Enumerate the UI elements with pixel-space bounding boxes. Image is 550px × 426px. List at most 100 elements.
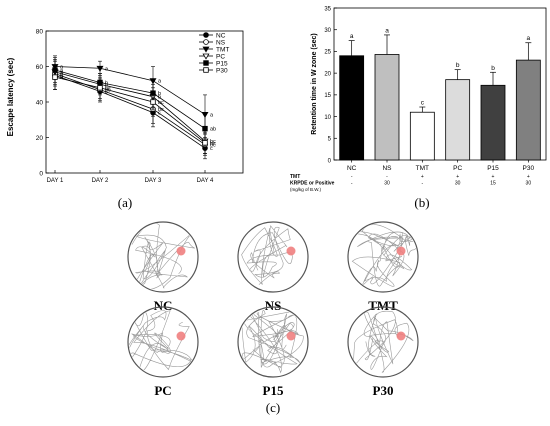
swim-path — [131, 223, 195, 290]
significance-letter: a — [60, 70, 64, 76]
pool-outline — [237, 221, 309, 293]
significance-letter: b — [491, 65, 495, 72]
table-cell: + — [492, 174, 495, 180]
significance-letter: b — [158, 95, 161, 101]
swim-path — [241, 225, 293, 285]
table-cell: - — [421, 181, 423, 187]
legend-item-nc: NC — [199, 32, 226, 39]
x-tick-label: P30 — [523, 165, 535, 172]
significance-letter: a — [60, 65, 64, 71]
legend-label: P30 — [216, 67, 228, 74]
significance-letter: bc — [210, 139, 216, 145]
panel-label-a: (a) — [118, 195, 132, 210]
table-cell: + — [456, 174, 459, 180]
swim-track-panel: NC NS TMT PC P15 P30 — [127, 221, 419, 398]
data-point — [150, 99, 156, 105]
data-point — [97, 85, 103, 91]
y-tick-label: 0 — [39, 171, 43, 178]
series-line — [54, 69, 206, 129]
y-tick-label: 25 — [324, 50, 331, 56]
platform-zone-marker — [286, 331, 296, 341]
x-tick-label: DAY 4 — [197, 178, 214, 184]
significance-letter: bc — [210, 143, 216, 149]
table-row-label: TMT — [290, 174, 300, 180]
significance-letter: a — [210, 112, 214, 118]
table-row-label: (mg/kg of B.W.) — [290, 187, 322, 192]
bar — [445, 79, 471, 161]
x-tick-label: NC — [347, 165, 357, 172]
significance-letter: a — [60, 68, 64, 74]
y-tick-label: 0 — [328, 158, 332, 164]
chart-b-ylabel: Retention time in W zone (sec) — [311, 33, 318, 135]
significance-letter: ab — [210, 127, 216, 133]
significance-letter: c — [158, 111, 161, 117]
significance-letter: bc — [158, 107, 164, 113]
data-point — [52, 74, 58, 80]
pool-outline — [127, 221, 199, 293]
track-tmt: TMT — [347, 221, 419, 313]
table-row: (mg/kg of B.W.) — [290, 187, 322, 192]
legend-label: TMT — [216, 46, 229, 53]
significance-letter: a — [158, 79, 162, 85]
series-line — [54, 74, 206, 149]
pool-outline — [127, 306, 199, 378]
chart-b-frame — [333, 7, 547, 161]
table-cell: 30 — [455, 181, 461, 187]
series-line — [54, 71, 206, 142]
y-tick-label: 20 — [324, 71, 331, 77]
pool-outline — [347, 306, 419, 378]
legend-item-tmt: TMT — [199, 46, 229, 53]
significance-letter: b — [105, 80, 108, 86]
track-ns: NS — [237, 221, 309, 313]
bar — [409, 111, 435, 161]
platform-zone-marker — [286, 246, 296, 256]
significance-letter: b — [105, 82, 108, 88]
legend-marker — [203, 67, 209, 73]
y-tick-label: 80 — [36, 29, 44, 36]
series-p30 — [52, 64, 208, 154]
pool-outline — [347, 221, 419, 293]
legend-item-ns: NS — [199, 39, 226, 46]
significance-letter: b — [158, 91, 161, 97]
table-cell: - — [351, 174, 353, 180]
track-label: PC — [154, 383, 171, 398]
swim-path — [350, 224, 417, 287]
significance-letter: a — [385, 27, 389, 34]
table-cell: 30 — [384, 181, 390, 187]
legend-label: NC — [216, 32, 226, 39]
track-nc: NC — [127, 221, 199, 313]
x-tick-label: TMT — [416, 165, 429, 172]
significance-letter: a — [527, 35, 531, 42]
track-label: P30 — [373, 383, 394, 398]
retention-time-bar-chart: Retention time in W zone (sec) 0 5 10 15 20 2… — [290, 6, 547, 192]
data-point — [202, 140, 208, 146]
bar-group-p15: b P15 — [480, 65, 506, 172]
significance-letter: c — [105, 89, 108, 95]
platform-zone-marker — [176, 331, 186, 341]
significance-letter: b — [456, 62, 460, 69]
platform-zone-marker — [176, 246, 186, 256]
legend-marker — [202, 46, 210, 53]
y-tick-label: 30 — [324, 28, 331, 34]
significance-letter: a — [60, 75, 64, 81]
swim-path — [353, 310, 414, 373]
legend-item-p15: P15 — [199, 60, 228, 67]
significance-letter: a — [350, 33, 354, 40]
table-cell: 15 — [490, 181, 496, 187]
significance-letter: a — [60, 72, 64, 78]
significance-letter: c — [421, 100, 425, 107]
track-label: NS — [265, 298, 282, 313]
legend-marker — [202, 53, 210, 60]
escape-latency-line-chart: Escape latency (sec) 0 20 40 60 80 DAY 1 DAY 2… — [6, 29, 244, 184]
table-cell: - — [386, 174, 388, 180]
y-tick-label: 40 — [36, 100, 44, 107]
table-row: TMT - - + + + + — [290, 174, 530, 180]
treatment-table: TMT - - + + + +KRPDE or Positive -30-30 15 30(mg/… — [290, 174, 531, 192]
legend-marker — [203, 32, 209, 38]
table-row-label: KRPDE or Positive — [290, 181, 335, 187]
y-tick-label: 60 — [36, 64, 44, 71]
bar-group-p30: a P30 — [515, 35, 541, 172]
significance-letter: bc — [105, 86, 111, 92]
legend-label: P15 — [216, 60, 228, 67]
